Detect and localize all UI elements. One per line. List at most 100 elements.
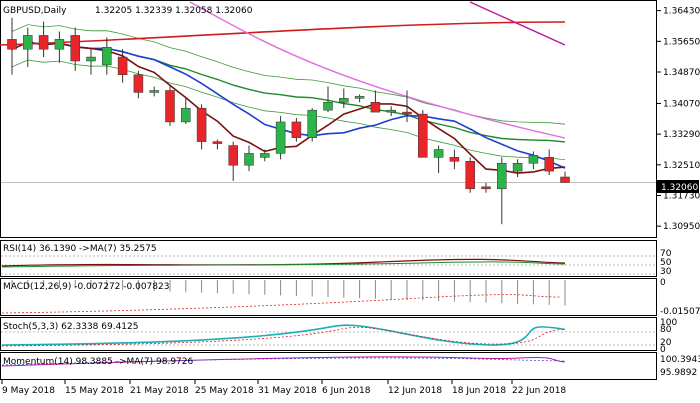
candle-body <box>181 107 191 123</box>
bollinger-lower-band <box>11 59 566 160</box>
candle <box>481 182 491 193</box>
candle <box>323 86 333 113</box>
candle-body <box>260 153 270 158</box>
candle-body <box>433 149 444 158</box>
price-tick-label: 1.36430 <box>663 7 700 17</box>
candle-body <box>228 145 238 166</box>
candle-body <box>212 141 223 144</box>
stoch-tick-80: 80 <box>660 325 672 335</box>
price-tick-label: 1.34070 <box>663 99 700 109</box>
momentum-ma-line <box>1 357 566 366</box>
candle-body <box>354 96 365 99</box>
stoch-tick-100: 100 <box>660 318 677 328</box>
candle <box>449 149 460 170</box>
candle <box>228 141 238 181</box>
current-price-marker <box>657 180 699 193</box>
stoch-label: Stoch(5,3,3) 62.3338 69.4125 <box>3 322 138 332</box>
candle-body <box>244 153 254 166</box>
date-tick-label: 22 Jun 2018 <box>512 386 566 396</box>
candle-body <box>512 162 523 172</box>
rsi-lines <box>1 255 656 275</box>
candle-body <box>465 161 475 190</box>
price-panel[interactable] <box>0 0 657 238</box>
price-tick-label: 1.30950 <box>663 222 700 232</box>
candle-body <box>291 121 302 138</box>
momentum-lines <box>1 356 566 367</box>
date-tick-label: 15 May 2018 <box>65 386 124 396</box>
momentum-line <box>1 356 566 367</box>
candle-body <box>307 109 317 138</box>
candle <box>196 104 207 150</box>
candle <box>7 17 17 75</box>
candle <box>512 159 523 178</box>
candle <box>465 157 475 193</box>
candle <box>38 21 49 58</box>
candle <box>117 49 128 83</box>
candle-body <box>7 39 17 50</box>
candle-body <box>402 111 412 115</box>
chart-header-symbol: GBPUSD,Daily <box>3 6 67 16</box>
candle <box>54 31 65 63</box>
candle <box>165 86 175 126</box>
candle-body <box>70 35 80 62</box>
rsi-ma-line <box>1 261 566 268</box>
candle <box>560 171 570 183</box>
candle-body <box>117 56 128 76</box>
candle-body <box>560 176 570 183</box>
candle <box>402 90 412 122</box>
candles <box>7 17 570 225</box>
date-tick-label: 25 May 2018 <box>195 386 254 396</box>
candle <box>244 145 254 172</box>
candle <box>133 70 144 99</box>
rsi-label: RSI(14) 36.1390 ->MA(7) 35.2575 <box>3 244 157 254</box>
macd-signal-line <box>1 294 561 314</box>
candle-body <box>86 56 96 62</box>
price-tick-label: 1.32510 <box>663 161 700 171</box>
macd-tick-zero: 0 <box>660 278 666 288</box>
candle-body <box>149 90 159 93</box>
ma-55-line <box>469 1 566 46</box>
candle-body <box>275 121 286 154</box>
macd-histogram <box>1 280 566 314</box>
candle <box>275 116 286 160</box>
ma-100-line <box>189 1 566 139</box>
candle <box>307 108 317 142</box>
candle-body <box>497 162 507 190</box>
candle <box>70 27 80 71</box>
candle <box>149 86 159 97</box>
stoch-lines <box>1 324 656 347</box>
candle-body <box>54 39 65 50</box>
chart-header-ohlc: 1.32205 1.32339 1.32058 1.32060 <box>95 6 253 16</box>
date-tick-label: 6 Jun 2018 <box>322 386 371 396</box>
candle-body <box>339 98 349 103</box>
candle <box>23 27 33 67</box>
date-tick-label: 18 Jun 2018 <box>452 386 506 396</box>
candle-body <box>544 157 554 172</box>
candle <box>181 98 191 124</box>
momentum-label: Momentum(14) 98.3885 ->MA(7) 98.9726 <box>3 357 194 367</box>
candle-body <box>165 90 175 123</box>
price-tick-label: 1.35650 <box>663 37 700 47</box>
macd-label: MACD(12,26,9) -0.007272 -0.007823 <box>3 282 169 292</box>
candle <box>102 37 112 75</box>
candle <box>418 110 428 158</box>
rsi-tick-50: 50 <box>660 258 672 268</box>
candle-body <box>102 46 112 66</box>
price-tick-label: 1.33290 <box>663 130 700 140</box>
date-tick-label: 9 May 2018 <box>2 386 55 396</box>
candle-body <box>370 102 381 113</box>
stoch-signal-line <box>1 326 566 347</box>
candle <box>528 151 539 170</box>
rsi-panel[interactable] <box>0 240 657 277</box>
momentum-tick-low: 95.9892 <box>660 368 697 378</box>
candle <box>291 118 302 142</box>
ma-200-line <box>0 21 566 46</box>
price-tick-label: 1.34870 <box>663 68 700 78</box>
rsi-line <box>1 258 566 267</box>
candle <box>433 145 444 174</box>
date-tick-label: 21 May 2018 <box>130 386 189 396</box>
candle-body <box>528 155 539 164</box>
macd-tick-min: -0.015074 <box>660 307 700 317</box>
stoch-tick-0: 0 <box>660 345 666 355</box>
